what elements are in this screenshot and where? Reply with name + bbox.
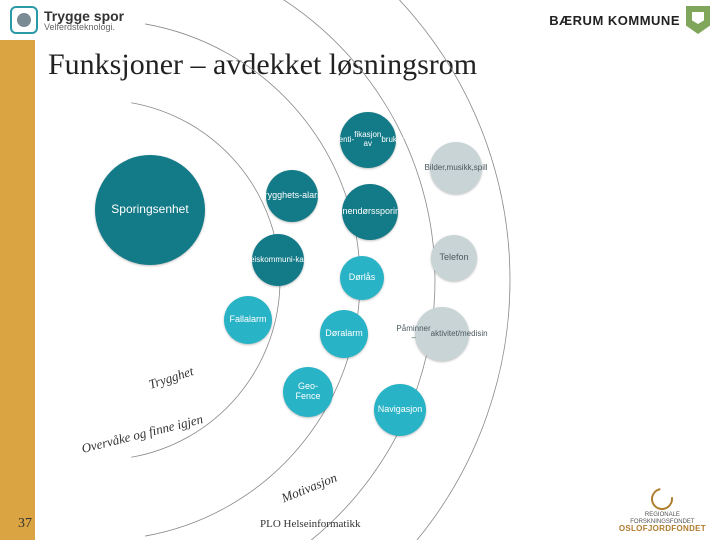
diagram-node: Trygghets-alarm bbox=[266, 170, 318, 222]
ring-icon bbox=[647, 484, 678, 515]
diagram-node: Geo-Fence bbox=[283, 367, 333, 417]
diagram-node: Identi-fikasjon avbruker bbox=[340, 112, 396, 168]
footer-logo-text: REGIONALE FORSKNINGSFONDET OSLOFJORDFOND… bbox=[619, 512, 706, 534]
page-number: 37 bbox=[18, 516, 32, 532]
diagram-node: Bilder,musikk,spill bbox=[430, 142, 482, 194]
diagram-node: Toveiskommuni-kasjon bbox=[252, 234, 304, 286]
footer: 37 PLO Helseinformatikk REGIONALE FORSKN… bbox=[0, 506, 720, 540]
diagram-node: Påminner –aktivitet/medisin bbox=[415, 307, 469, 361]
diagram-node: Telefon bbox=[431, 235, 477, 281]
diagram-node: Innendørssporing bbox=[342, 184, 398, 240]
diagram-node: Dørlås bbox=[340, 256, 384, 300]
footer-logo-main: OSLOFJORDFONDET bbox=[619, 525, 706, 534]
slide: Trygge spor Velferdsteknologi. BÆRUM KOM… bbox=[0, 0, 720, 540]
footer-text: PLO Helseinformatikk bbox=[260, 518, 361, 530]
diagram-node: Sporingsenhet bbox=[95, 155, 205, 265]
diagram-node: Navigasjon bbox=[374, 384, 426, 436]
diagram-node: Fallalarm bbox=[224, 296, 272, 344]
footer-logo-line1: REGIONALE bbox=[619, 512, 706, 519]
diagram: Sporingsenhet Trygghets-alarm Toveiskommun… bbox=[0, 0, 720, 540]
footer-logo: REGIONALE FORSKNINGSFONDET OSLOFJORDFOND… bbox=[619, 488, 706, 534]
diagram-node: Døralarm bbox=[320, 310, 368, 358]
